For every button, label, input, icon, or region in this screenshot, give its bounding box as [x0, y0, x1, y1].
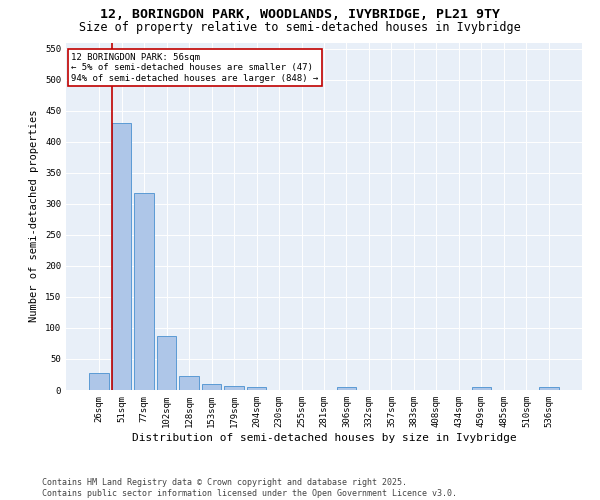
Bar	[224, 386, 244, 390]
Bar	[202, 384, 221, 390]
Bar	[112, 123, 131, 390]
Bar	[472, 387, 491, 390]
Text: Contains HM Land Registry data © Crown copyright and database right 2025.
Contai: Contains HM Land Registry data © Crown c…	[42, 478, 457, 498]
Bar	[134, 192, 154, 390]
Bar	[337, 387, 356, 390]
X-axis label: Distribution of semi-detached houses by size in Ivybridge: Distribution of semi-detached houses by …	[131, 432, 517, 442]
Text: Size of property relative to semi-detached houses in Ivybridge: Size of property relative to semi-detach…	[79, 21, 521, 34]
Bar	[157, 336, 176, 390]
Bar	[247, 387, 266, 390]
Bar	[179, 376, 199, 390]
Text: 12, BORINGDON PARK, WOODLANDS, IVYBRIDGE, PL21 9TY: 12, BORINGDON PARK, WOODLANDS, IVYBRIDGE…	[100, 8, 500, 20]
Text: 12 BORINGDON PARK: 56sqm
← 5% of semi-detached houses are smaller (47)
94% of se: 12 BORINGDON PARK: 56sqm ← 5% of semi-de…	[71, 53, 319, 82]
Bar	[539, 387, 559, 390]
Bar	[89, 372, 109, 390]
Y-axis label: Number of semi-detached properties: Number of semi-detached properties	[29, 110, 40, 322]
